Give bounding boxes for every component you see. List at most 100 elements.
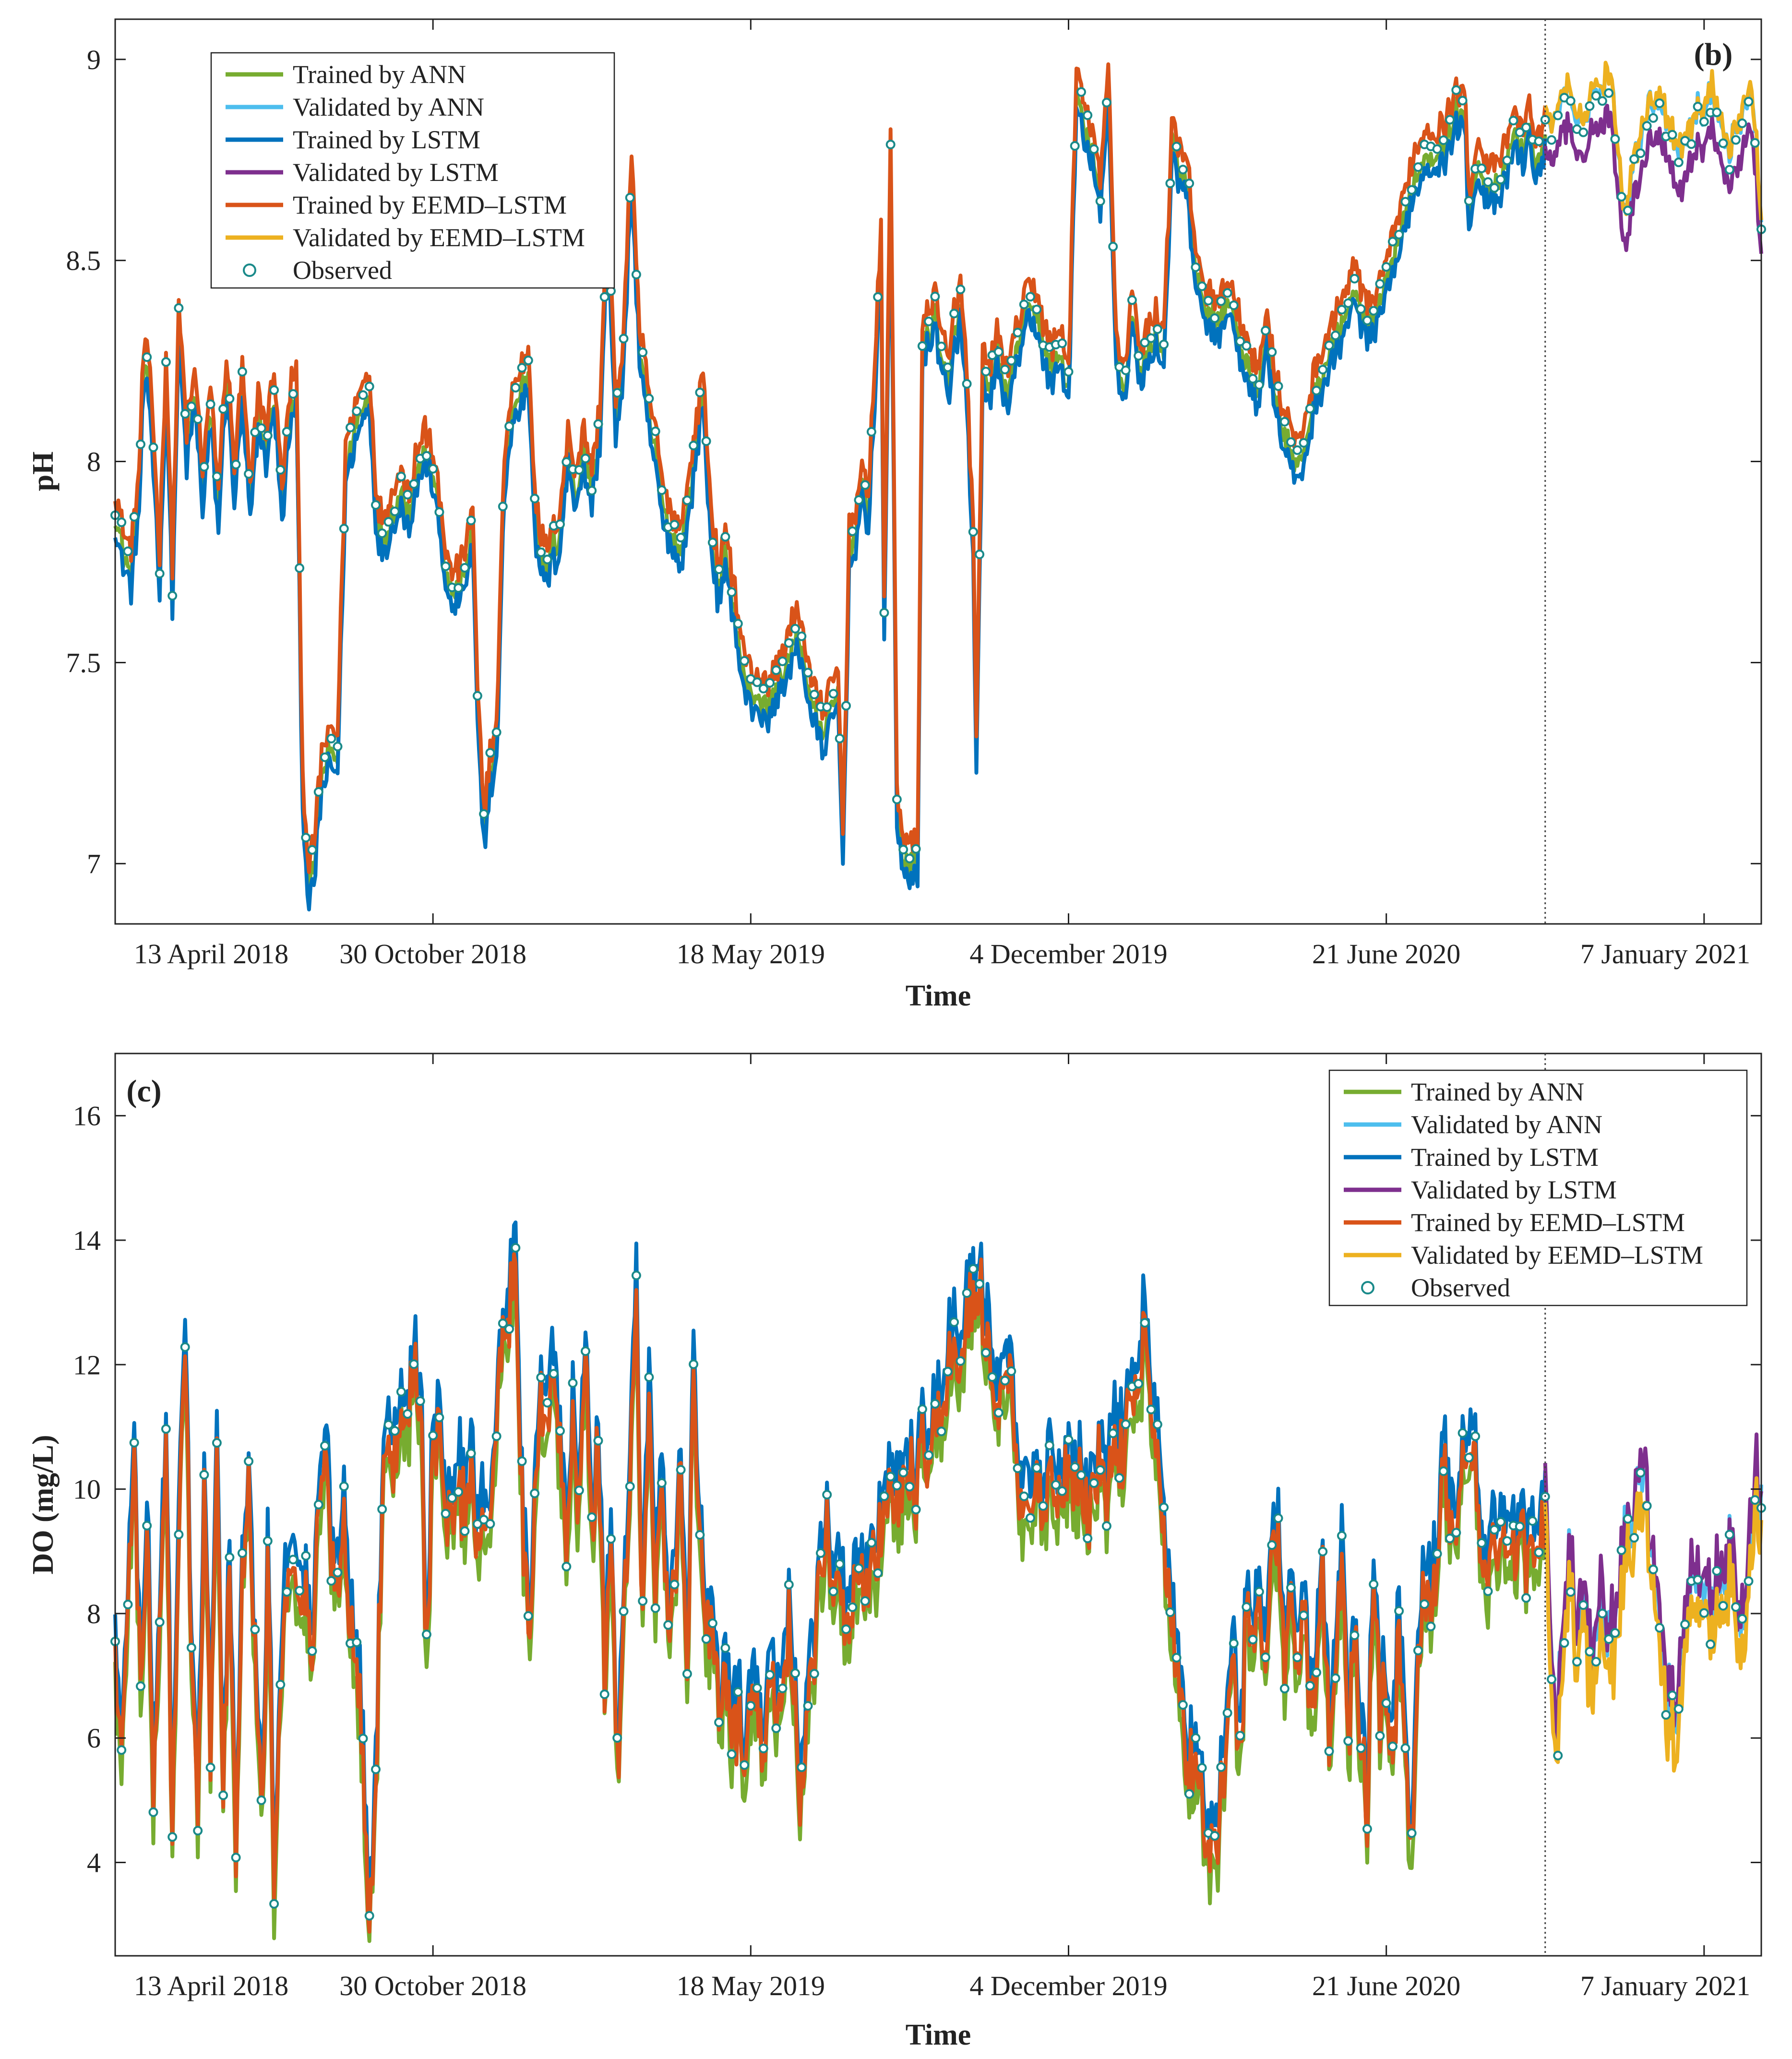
do-observed-point bbox=[117, 1745, 127, 1755]
do-observed-point bbox=[1578, 1600, 1589, 1610]
ph-observed-point bbox=[1547, 135, 1556, 145]
ph-observed-point bbox=[1515, 127, 1525, 137]
do-ytick-label: 8 bbox=[87, 1598, 101, 1629]
do-observed-point bbox=[1248, 1635, 1258, 1645]
do-observed-point bbox=[479, 1515, 489, 1525]
ph-observed-point bbox=[809, 690, 819, 699]
ph-observed-point bbox=[924, 316, 934, 326]
do-series-trained-by-eemd-lstm bbox=[113, 1252, 1547, 1934]
do-xtick-label: 21 June 2020 bbox=[1312, 1970, 1460, 2001]
do-observed-point bbox=[1318, 1546, 1328, 1556]
ph-observed-point bbox=[555, 519, 565, 529]
do-observed-point bbox=[205, 1762, 215, 1772]
ph-observed-point bbox=[1394, 229, 1404, 239]
do-observed-point bbox=[593, 1436, 603, 1446]
do-observed-point bbox=[765, 1670, 775, 1680]
do-observed-point bbox=[1642, 1501, 1652, 1511]
do-observed-point bbox=[987, 1372, 997, 1382]
ph-observed-point bbox=[390, 506, 400, 516]
ph-observed-point bbox=[1667, 130, 1677, 140]
do-observed-point bbox=[911, 1505, 921, 1515]
do-observed-point bbox=[1521, 1593, 1531, 1603]
ph-observed-point bbox=[1222, 288, 1232, 298]
do-observed-point bbox=[1585, 1647, 1595, 1657]
ph-observed-point bbox=[498, 502, 508, 512]
ph-legend-label: Trained by EEMD–LSTM bbox=[293, 191, 567, 219]
do-observed-point bbox=[1197, 1763, 1207, 1773]
do-observed-point bbox=[320, 1441, 330, 1451]
do-legend-label: Trained by EEMD–LSTM bbox=[1411, 1208, 1685, 1237]
do-observed-point bbox=[1724, 1530, 1734, 1540]
do-observed-point bbox=[313, 1499, 323, 1509]
ph-observed-point bbox=[460, 563, 470, 573]
ph-observed-point bbox=[835, 733, 845, 743]
ph-xtick-label: 30 October 2018 bbox=[339, 938, 526, 970]
do-xtick-label: 30 October 2018 bbox=[339, 1970, 526, 2001]
ph-observed-point bbox=[1648, 113, 1658, 123]
ph-observed-point bbox=[599, 292, 609, 302]
do-observed-point bbox=[898, 1468, 908, 1478]
ph-observed-point bbox=[428, 464, 438, 474]
do-observed-point bbox=[854, 1563, 864, 1573]
do-observed-point bbox=[1648, 1565, 1658, 1574]
ph-observed-point bbox=[295, 563, 305, 573]
do-observed-point bbox=[231, 1853, 241, 1863]
ph-legend-label: Validated by EEMD–LSTM bbox=[293, 223, 585, 252]
do-observed-point bbox=[180, 1342, 190, 1352]
ph-observed-point bbox=[1108, 241, 1118, 251]
do-legend-label: Validated by ANN bbox=[1411, 1110, 1602, 1139]
do-observed-point bbox=[841, 1624, 851, 1634]
ph-observed-point bbox=[657, 485, 667, 495]
do-observed-point bbox=[1165, 1607, 1175, 1617]
do-observed-point bbox=[1279, 1684, 1290, 1694]
do-observed-point bbox=[352, 1637, 362, 1647]
ph-observed-point bbox=[117, 517, 127, 527]
do-observed-point bbox=[1063, 1435, 1074, 1445]
ph-observed-point bbox=[981, 367, 991, 377]
do-observed-point bbox=[1235, 1731, 1245, 1741]
do-observed-point bbox=[993, 1408, 1004, 1418]
do-observed-point bbox=[981, 1348, 991, 1358]
do-observed-point bbox=[1426, 1621, 1436, 1631]
do-observed-point bbox=[1006, 1366, 1016, 1376]
do-y-axis-title: DO (mg/L) bbox=[27, 1435, 60, 1574]
ph-observed-point bbox=[1013, 327, 1023, 337]
do-observed-point bbox=[1591, 1657, 1601, 1667]
ph-x-axis-title: Time bbox=[906, 980, 971, 1012]
do-observed-point bbox=[803, 1701, 813, 1711]
do-observed-point bbox=[746, 1701, 756, 1711]
do-observed-point bbox=[1140, 1318, 1150, 1328]
ph-observed-point bbox=[1330, 330, 1340, 340]
ph-observed-point bbox=[1178, 165, 1188, 175]
do-observed-point bbox=[962, 1288, 972, 1298]
do-observed-point bbox=[1350, 1630, 1360, 1640]
ph-observed-point bbox=[1483, 177, 1493, 187]
ph-observed-point bbox=[1686, 139, 1696, 149]
ph-observed-point bbox=[167, 591, 178, 601]
do-observed-point bbox=[498, 1318, 508, 1329]
ph-observed-point bbox=[1508, 116, 1518, 126]
do-observed-point bbox=[676, 1465, 686, 1475]
ph-observed-point bbox=[727, 587, 737, 597]
ph-observed-point bbox=[1464, 196, 1474, 206]
do-observed-point bbox=[1438, 1466, 1448, 1476]
do-observed-point bbox=[199, 1470, 209, 1480]
ph-observed-point bbox=[587, 486, 597, 496]
do-observed-point bbox=[1032, 1463, 1042, 1473]
ph-observed-point bbox=[148, 443, 158, 453]
do-observed-point bbox=[1254, 1587, 1264, 1597]
do-observed-point bbox=[504, 1324, 514, 1334]
do-x-axis-title: Time bbox=[906, 2019, 971, 2051]
do-observed-point bbox=[1407, 1828, 1417, 1838]
ph-observed-point bbox=[1565, 96, 1576, 106]
ph-observed-point bbox=[860, 480, 870, 490]
do-observed-point bbox=[275, 1679, 286, 1689]
ph-observed-point bbox=[1019, 299, 1029, 310]
do-observed-point bbox=[943, 1366, 953, 1377]
do-observed-point bbox=[1744, 1576, 1754, 1586]
ph-observed-point bbox=[1407, 185, 1417, 195]
do-observed-point bbox=[1044, 1440, 1054, 1450]
ph-observed-point bbox=[1254, 380, 1264, 390]
do-observed-point bbox=[1636, 1468, 1646, 1478]
ph-observed-point bbox=[1655, 98, 1665, 108]
